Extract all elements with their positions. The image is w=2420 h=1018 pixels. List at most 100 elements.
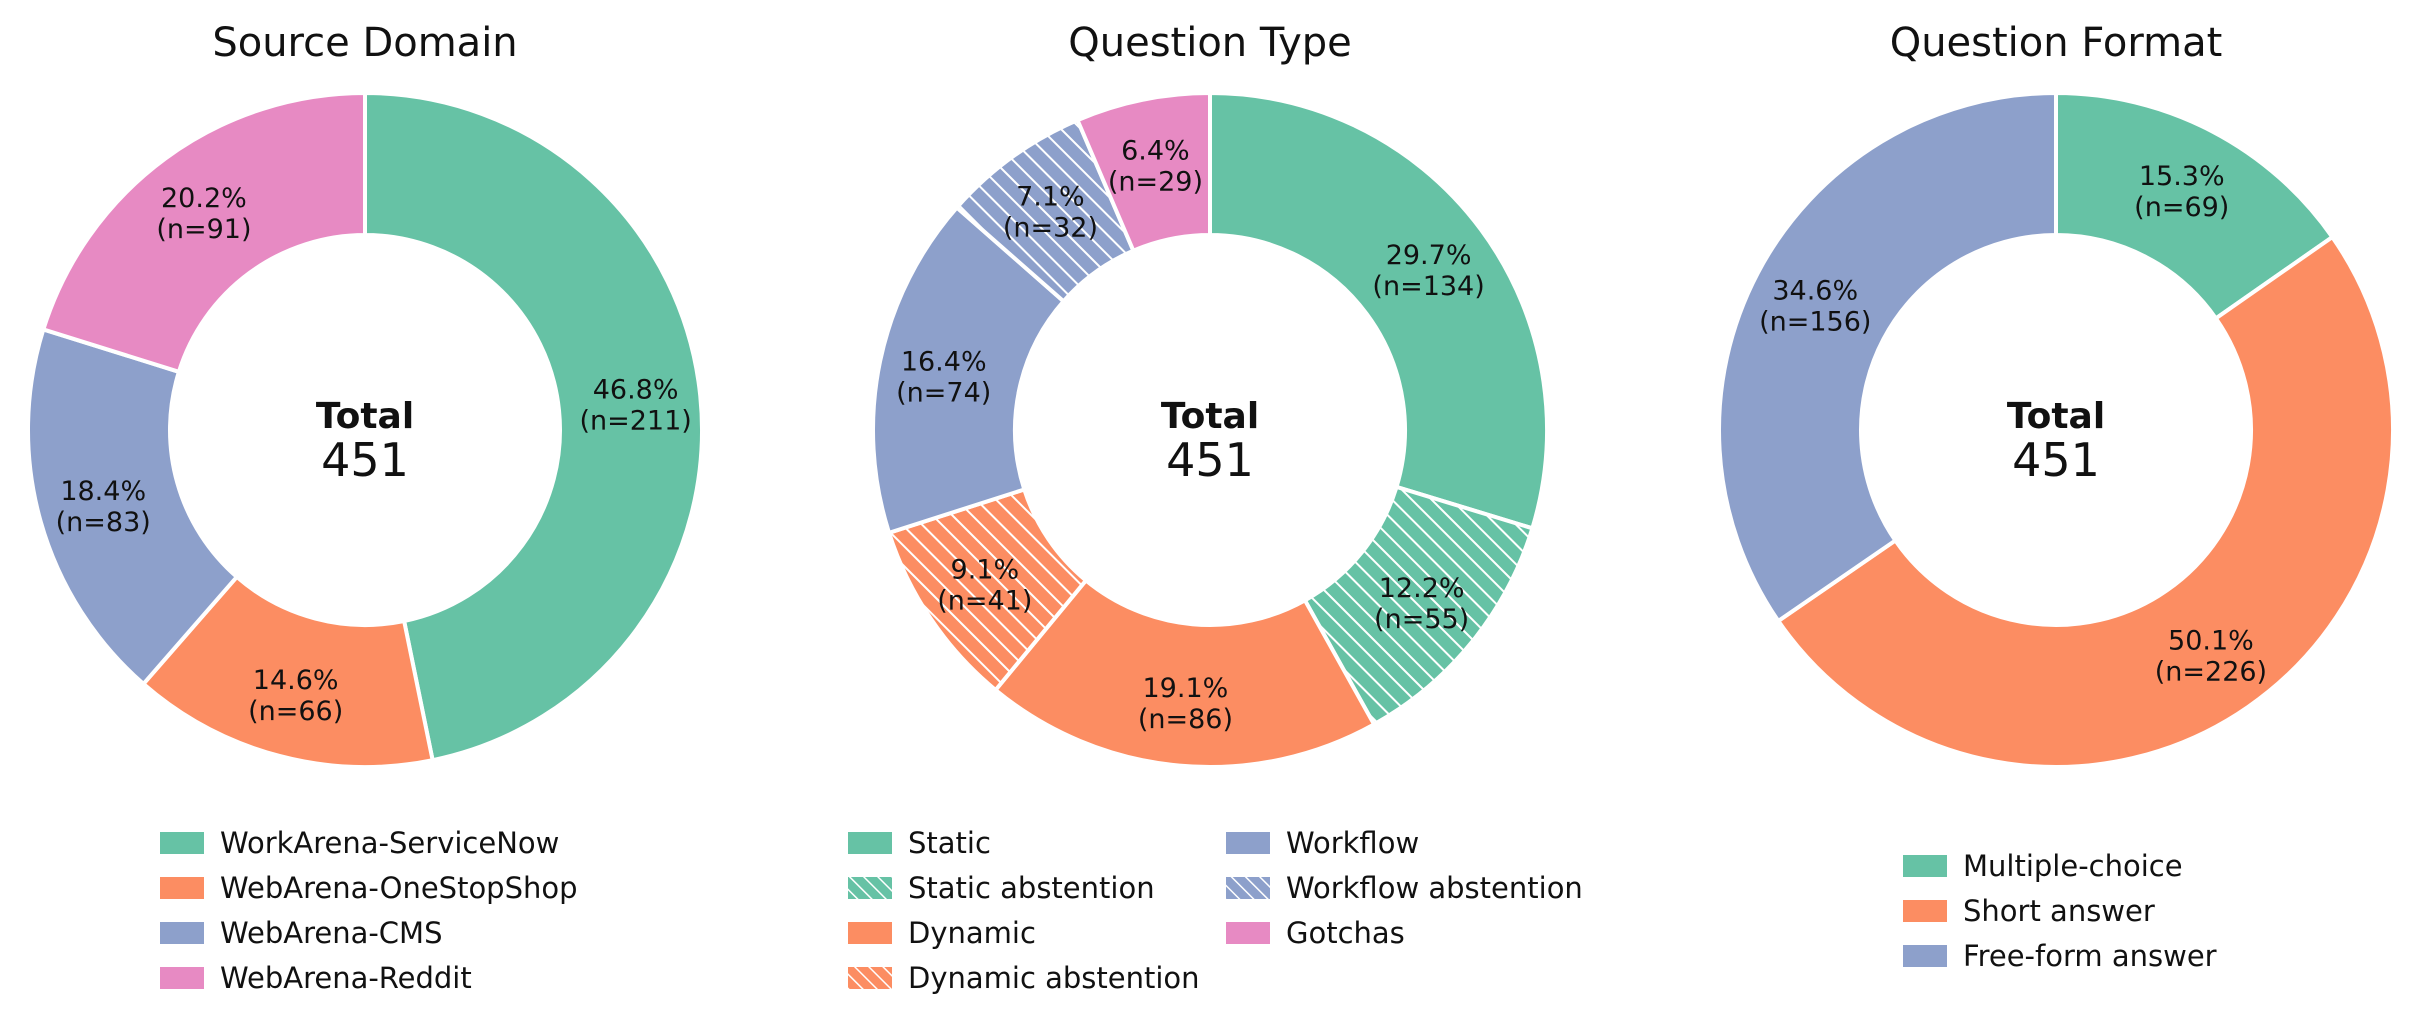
slice-count-label: (n=86) — [1138, 704, 1233, 735]
legend-swatch — [848, 832, 892, 854]
legend: WorkArena-ServiceNow WebArena-OneStopShop… — [160, 826, 578, 995]
legend-item: Static — [848, 826, 991, 860]
donut-slice-dynamic — [992, 577, 1377, 769]
slice-labels: 29.7%(n=134)12.2%(n=55)19.1%(n=86)9.1%(n… — [896, 136, 1485, 735]
legend-label: Static abstention — [908, 871, 1155, 905]
slice-count-label: (n=226) — [2155, 657, 2267, 688]
center-total-label: Total — [2007, 396, 2105, 437]
legend-item: Free-form answer — [1903, 939, 2217, 973]
donut-slice-webarena-onestopshop — [140, 574, 435, 769]
slice-percent-label: 12.2% — [1379, 573, 1465, 604]
legend-label: Workflow — [1286, 826, 1419, 860]
slice-percent-label: 19.1% — [1143, 673, 1229, 704]
slice-percent-label: 50.1% — [2168, 626, 2254, 657]
legend-item: Multiple-choice — [1903, 849, 2183, 883]
slice-count-label: (n=134) — [1372, 271, 1484, 302]
donut-slice-webarena-cms — [26, 326, 240, 687]
legend-swatch — [1226, 922, 1270, 944]
slice-percent-label: 14.6% — [253, 665, 339, 696]
legend-label: WebArena-Reddit — [220, 961, 472, 995]
chart-title: Source Domain — [212, 20, 517, 66]
slice-percent-label: 20.2% — [161, 183, 247, 214]
legend-swatch — [1226, 877, 1270, 899]
legend-label: Short answer — [1963, 894, 2155, 928]
slice-count-label: (n=55) — [1374, 604, 1469, 635]
legend-swatch — [1903, 855, 1947, 877]
donut-slice-short-answer — [1775, 234, 2395, 769]
legend-swatch — [1903, 900, 1947, 922]
legend: Multiple-choice Short answer Free-form ans… — [1903, 849, 2217, 973]
legend-label: Gotchas — [1286, 916, 1405, 950]
legend-swatch — [160, 877, 204, 899]
legend-label: WebArena-CMS — [220, 916, 442, 950]
slice-percent-label: 16.4% — [901, 346, 987, 377]
slice-count-label: (n=211) — [579, 406, 691, 437]
legend-swatch — [160, 967, 204, 989]
donut-slice-free-form-answer — [1717, 90, 2058, 624]
slice-labels: 15.3%(n=69) 50.1%(n=226) 34.6%(n=156) — [1759, 161, 2267, 688]
donut-slice-gotchas — [1074, 90, 1212, 254]
chart-title: Question Type — [1068, 20, 1352, 66]
legend-label: Free-form answer — [1963, 939, 2217, 973]
legend-swatch — [160, 922, 204, 944]
slice-percent-label: 18.4% — [60, 476, 146, 507]
legend-item: Workflow — [1226, 826, 1419, 860]
legend-item: WebArena-OneStopShop — [160, 871, 578, 905]
center-total-value: 451 — [321, 433, 409, 487]
legend-item: WorkArena-ServiceNow — [160, 826, 559, 860]
legend-label: Static — [908, 826, 991, 860]
slice-percent-label: 9.1% — [951, 555, 1020, 586]
legend-item: WebArena-CMS — [160, 916, 442, 950]
legend-item: Dynamic abstention — [848, 961, 1200, 995]
legend-label: Workflow abstention — [1286, 871, 1583, 905]
chart-title: Question Format — [1890, 20, 2223, 66]
donut-slice-workflow — [871, 204, 1067, 536]
legend-label: Dynamic — [908, 916, 1036, 950]
chart-source-domain: Source Domain 46.8%(n=211) 14.6%(n=66) 18.… — [26, 20, 704, 995]
chart-question-type: Question Type 29.7%(n=134) 12.2%(n=55) 19.… — [848, 20, 1583, 995]
slice-labels: 46.8%(n=211) 14.6%(n=66) 18.4%(n=83) 20.2%(… — [56, 183, 692, 727]
slice-count-label: (n=83) — [56, 507, 151, 538]
donut-slices — [1717, 90, 2395, 769]
legend-label: WebArena-OneStopShop — [220, 871, 578, 905]
center-total-label: Total — [1161, 396, 1259, 437]
slice-percent-label: 6.4% — [1121, 136, 1190, 167]
legend-item: Static abstention — [848, 871, 1155, 905]
slice-count-label: (n=32) — [1003, 213, 1098, 244]
legend-item: WebArena-Reddit — [160, 961, 472, 995]
center-total-label: Total — [316, 396, 414, 437]
donut-slice-multiple-choice — [2054, 90, 2336, 322]
slice-percent-label: 34.6% — [1772, 275, 1858, 306]
slice-percent-label: 29.7% — [1386, 240, 1472, 271]
donut-slice-static — [1208, 90, 1549, 531]
legend-label: WorkArena-ServiceNow — [220, 826, 559, 860]
slice-count-label: (n=156) — [1759, 306, 1871, 337]
legend-swatch — [848, 967, 892, 989]
slice-percent-label: 15.3% — [2139, 161, 2225, 192]
legend-swatch — [160, 832, 204, 854]
chart-question-format: Question Format 15.3%(n=69) 50.1%(n=226) 3… — [1717, 20, 2395, 973]
donut-slices — [26, 90, 704, 769]
legend-swatch — [1226, 832, 1270, 854]
legend-item: Workflow abstention — [1226, 871, 1583, 905]
slice-count-label: (n=74) — [896, 377, 991, 408]
slice-percent-label: 46.8% — [593, 375, 679, 406]
legend-swatch — [848, 922, 892, 944]
slice-count-label: (n=91) — [156, 214, 251, 245]
slice-count-label: (n=29) — [1108, 167, 1203, 198]
slice-count-label: (n=41) — [937, 586, 1032, 617]
legend-item: Dynamic — [848, 916, 1036, 950]
legend-label: Dynamic abstention — [908, 961, 1200, 995]
legend-item: Short answer — [1903, 894, 2155, 928]
legend-label: Multiple-choice — [1963, 849, 2183, 883]
center-total-value: 451 — [2012, 433, 2100, 487]
legend-swatch — [848, 877, 892, 899]
legend-swatch — [1903, 945, 1947, 967]
slice-count-label: (n=66) — [248, 696, 343, 727]
legend: Static Static abstention Dynamic Dynamic ab… — [848, 826, 1583, 995]
legend-item: Gotchas — [1226, 916, 1405, 950]
center-total-value: 451 — [1166, 433, 1254, 487]
donut-slice-workarena-servicenow — [363, 90, 704, 763]
slice-count-label: (n=69) — [2134, 192, 2229, 223]
